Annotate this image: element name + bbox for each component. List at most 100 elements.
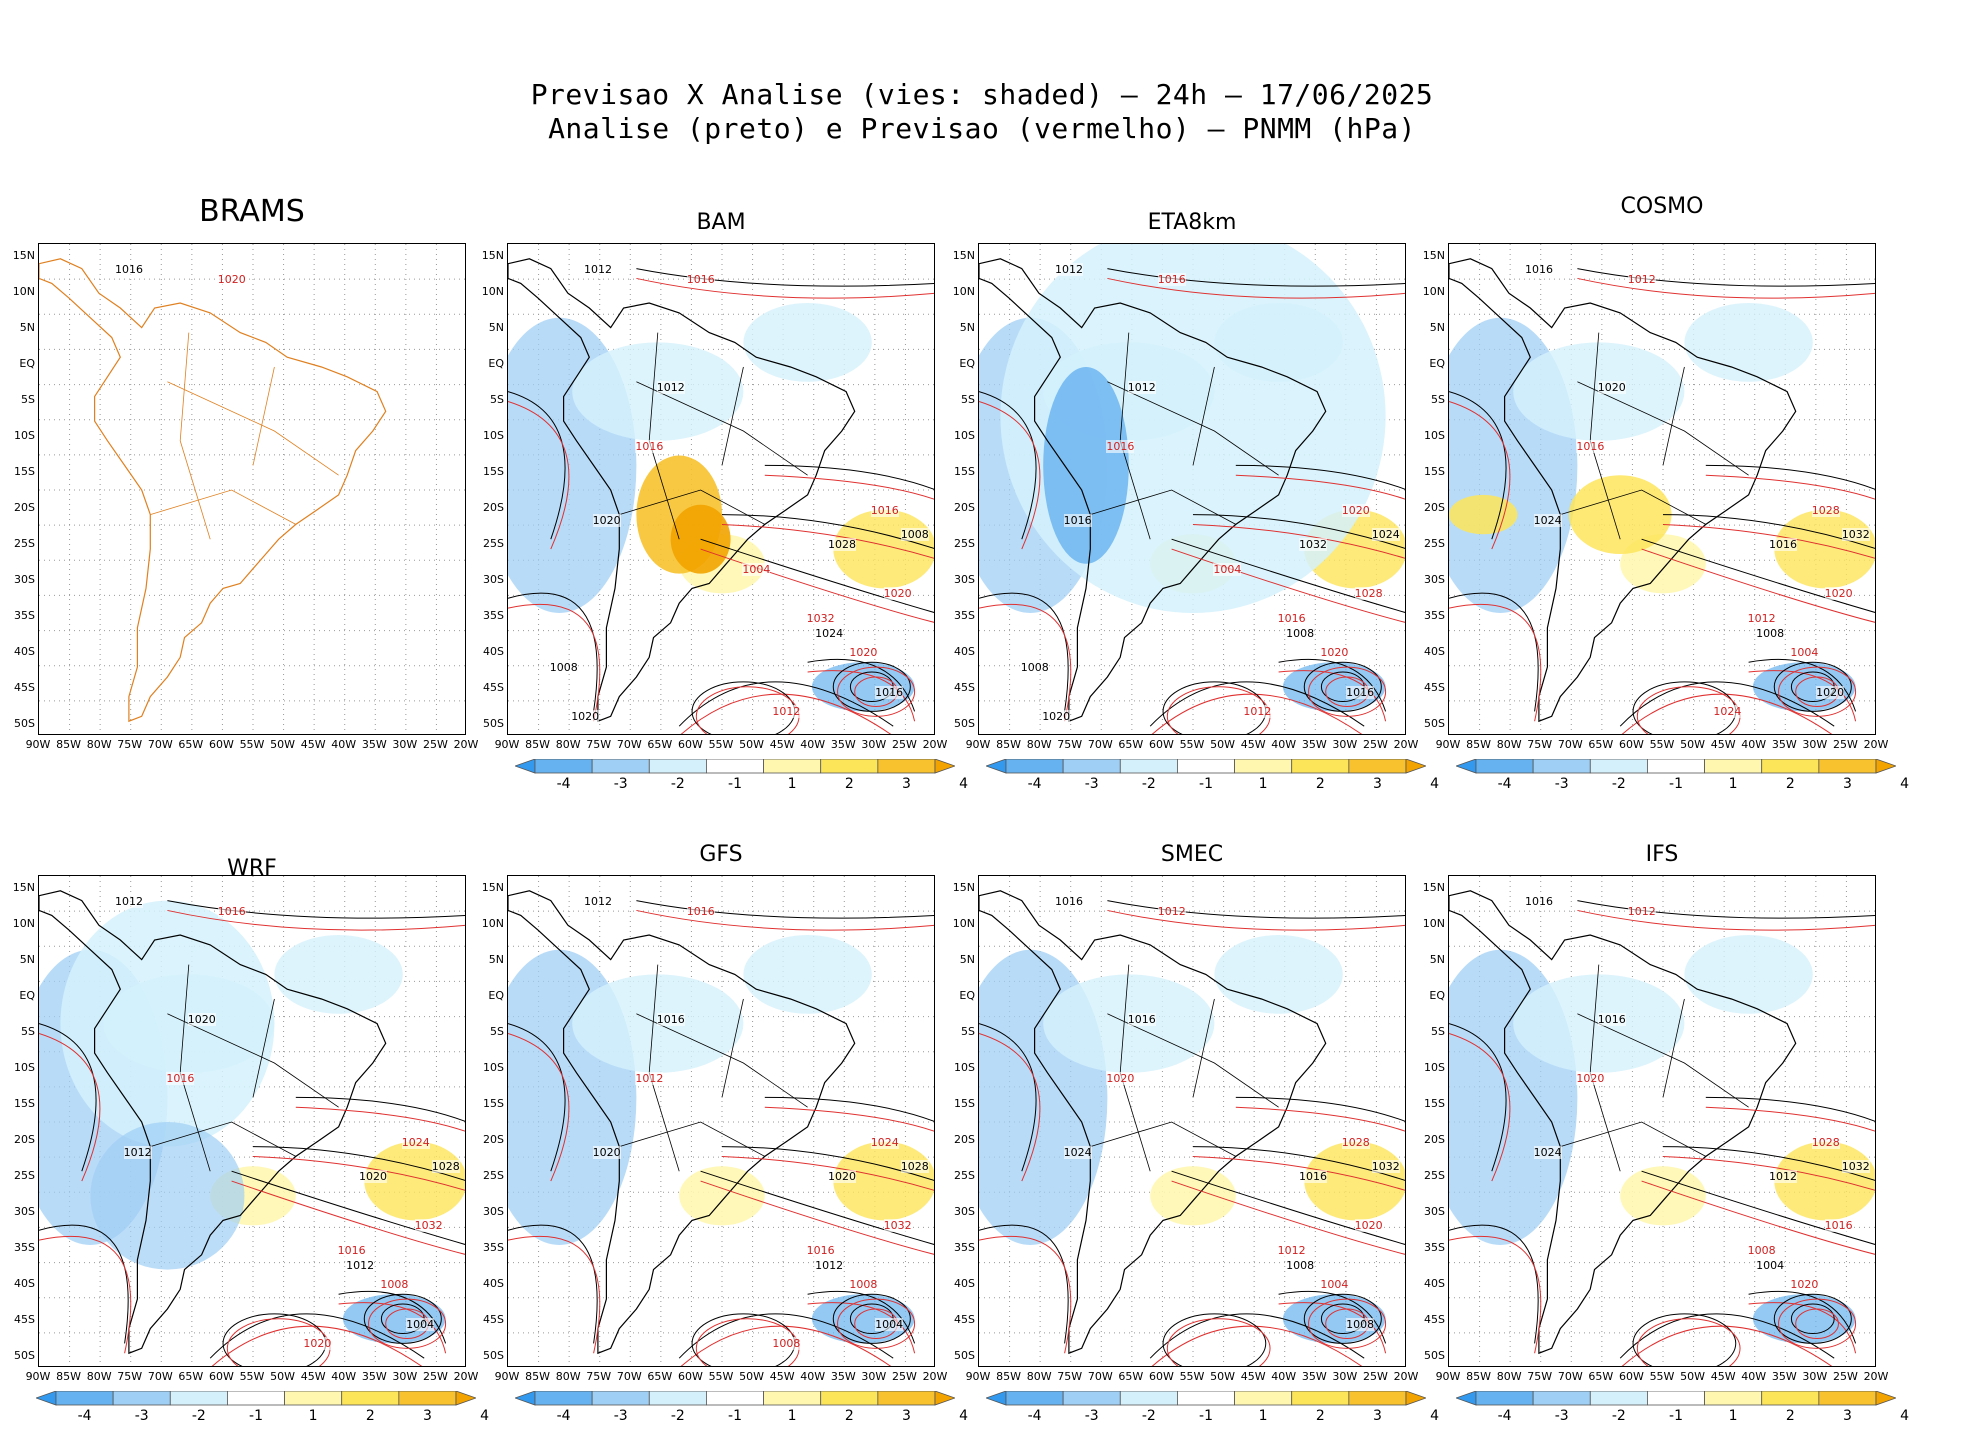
- bias-shading: [274, 935, 403, 1014]
- country-border: [1662, 366, 1685, 466]
- lon-label: 90W: [965, 1370, 991, 1383]
- map-gfs: [507, 875, 935, 1367]
- colorbar: -4 -3 -2 -1 1 2 3 4: [34, 1390, 489, 1431]
- isobar-analysis: [508, 592, 598, 712]
- colorbar-arrow-left: [513, 758, 536, 774]
- panel-title-cosmo: COSMO: [1620, 194, 1704, 219]
- lon-label: 45W: [769, 1370, 795, 1383]
- low-pressure-contour: [832, 661, 911, 712]
- lat-label: 30S: [1424, 573, 1445, 586]
- lat-label: 40S: [1424, 645, 1445, 658]
- isobar-label: 1020: [217, 272, 246, 286]
- lat-label: EQ: [488, 989, 504, 1002]
- isobar-label: 1012: [123, 1145, 152, 1159]
- isobar-label: 1016: [1597, 1012, 1626, 1026]
- lon-label: 30W: [392, 1370, 418, 1383]
- lat-label: 50S: [954, 717, 975, 730]
- lat-label: 15S: [1424, 1097, 1445, 1110]
- isobar-forecast: [979, 603, 1072, 722]
- lat-label: 45S: [483, 1313, 504, 1326]
- colorbar-label: -3: [134, 1408, 149, 1424]
- colorbar-segment: [112, 1390, 171, 1406]
- lat-label: 15S: [483, 1097, 504, 1110]
- lat-label: 10N: [1422, 917, 1445, 930]
- country-border: [1577, 381, 1749, 476]
- lon-label: 40W: [800, 1370, 826, 1383]
- lat-label: 45S: [14, 681, 35, 694]
- isobar-label: 1012: [815, 1258, 844, 1272]
- lat-label: 50S: [483, 717, 504, 730]
- colorbar-label: 3: [901, 776, 911, 792]
- lat-label: 40S: [1424, 1277, 1445, 1290]
- bias-shading: [60, 900, 275, 1147]
- country-border: [167, 381, 339, 476]
- lon-label: 80W: [555, 1370, 581, 1383]
- country-border: [1090, 489, 1236, 525]
- isobar-forecast: [721, 523, 934, 559]
- isobar-label: 1012: [1055, 262, 1084, 276]
- isobar-forecast: [807, 670, 916, 722]
- colorbar-label: -1: [249, 1408, 263, 1424]
- lat-label: 10S: [483, 1061, 504, 1074]
- lat-label: EQ: [19, 989, 35, 1002]
- lat-label: 15N: [952, 249, 975, 262]
- colorbar-segment: [1177, 758, 1235, 774]
- colorbar-label: 3: [1372, 1408, 1382, 1424]
- isobar-analysis: [764, 464, 934, 490]
- lon-label: 70W: [147, 738, 173, 751]
- colorbar-label: 4: [1430, 1408, 1440, 1424]
- figure-title-line1: Previsao X Analise (vies: shaded) — 24h …: [530, 78, 1434, 111]
- country-border: [1577, 1013, 1749, 1108]
- lon-label: 25W: [1362, 738, 1388, 751]
- isobar-forecast: [721, 1155, 934, 1191]
- isobar-forecast: [1449, 1032, 1511, 1182]
- isobar-label: 1032: [883, 1219, 912, 1233]
- lon-label: 25W: [891, 1370, 917, 1383]
- colorbar: -4 -3 -2 -1 1 2 3 4: [1454, 758, 1909, 799]
- colorbar-label: 3: [1842, 1408, 1852, 1424]
- isobar-analysis: [1171, 538, 1405, 613]
- colorbar-label: 2: [844, 776, 854, 792]
- country-border: [252, 998, 275, 1098]
- lat-label: 10N: [12, 285, 35, 298]
- isobar-label: 1028: [1811, 503, 1840, 517]
- lon-label: 45W: [769, 738, 795, 751]
- country-border: [636, 1013, 808, 1108]
- lon-label: 65W: [647, 1370, 673, 1383]
- lat-label: 20S: [483, 501, 504, 514]
- isobar-label: 1016: [1127, 1012, 1156, 1026]
- isobar-forecast: [1662, 523, 1875, 559]
- country-border: [721, 366, 744, 466]
- lat-label: 40S: [14, 1277, 35, 1290]
- bias-shading: [1043, 367, 1129, 564]
- isobar-label: 1032: [1299, 538, 1327, 552]
- lat-label: 45S: [14, 1313, 35, 1326]
- lon-label: 90W: [1435, 1370, 1461, 1383]
- panel-title-brams: BRAMS: [199, 194, 305, 229]
- bias-shading: [670, 504, 731, 574]
- isobar-label: 1004: [1790, 646, 1819, 660]
- country-border: [150, 1121, 296, 1157]
- low-pressure-contour: [832, 1293, 911, 1344]
- colorbar-label: 2: [844, 1408, 854, 1424]
- isobar-label: 1008: [849, 1278, 878, 1292]
- lat-label: 5N: [19, 953, 35, 966]
- lat-label: 30S: [14, 1205, 35, 1218]
- lon-label: 65W: [1588, 1370, 1614, 1383]
- lon-label: 90W: [965, 738, 991, 751]
- lon-label: 55W: [708, 738, 734, 751]
- lat-label: 30S: [1424, 1205, 1445, 1218]
- isobar-forecast: [211, 1325, 423, 1366]
- colorbar: -4 -3 -2 -1 1 2 3 4: [513, 1390, 968, 1431]
- isobar-analysis: [1705, 464, 1875, 490]
- bias-shading: [1449, 494, 1518, 535]
- isobar-label: 1008: [1286, 626, 1315, 640]
- country-border: [721, 998, 744, 1098]
- lon-label: 55W: [1179, 1370, 1205, 1383]
- lat-label: 35S: [1424, 609, 1445, 622]
- lat-label: 5S: [490, 1025, 504, 1038]
- isobar-label: 1016: [1346, 685, 1375, 699]
- continent-outline: [39, 258, 387, 723]
- lat-label: 5S: [1431, 393, 1445, 406]
- isobar-forecast: [1107, 277, 1405, 299]
